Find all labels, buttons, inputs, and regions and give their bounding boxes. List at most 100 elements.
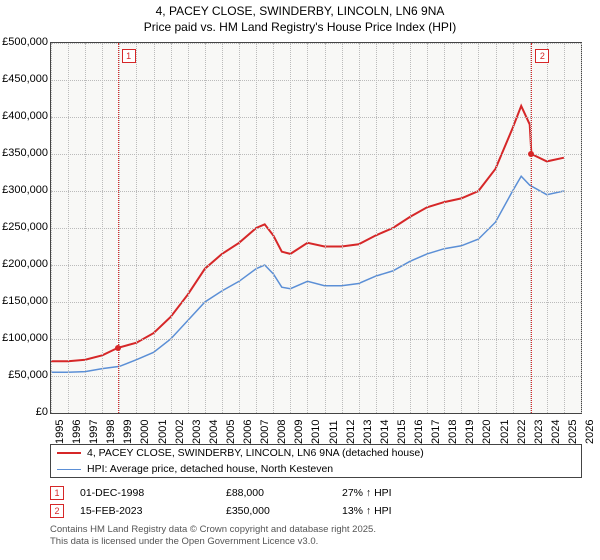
marker-box: 1 <box>122 49 136 63</box>
gridline-v <box>393 43 394 413</box>
transactions-table: 101-DEC-1998£88,00027% ↑ HPI215-FEB-2023… <box>50 484 580 520</box>
xtick-label: 2007 <box>259 420 271 444</box>
gridline-v <box>547 43 548 413</box>
plot-area: 12 <box>50 42 582 414</box>
xtick-label: 1999 <box>122 420 134 444</box>
xtick-label: 2017 <box>430 420 442 444</box>
xtick-label: 2000 <box>139 420 151 444</box>
legend-swatch <box>57 469 81 470</box>
gridline-v <box>188 43 189 413</box>
ytick-label: £450,000 <box>2 73 48 85</box>
gridline-v <box>239 43 240 413</box>
gridline-v <box>513 43 514 413</box>
attribution-line1: Contains HM Land Registry data © Crown c… <box>50 524 580 536</box>
chart-container: 4, PACEY CLOSE, SWINDERBY, LINCOLN, LN6 … <box>0 0 600 560</box>
gridline-v <box>478 43 479 413</box>
ytick-label: £400,000 <box>2 110 48 122</box>
xtick-label: 2025 <box>567 420 579 444</box>
marker-dot <box>115 345 121 351</box>
gridline-v <box>68 43 69 413</box>
transaction-hpi: 13% ↑ HPI <box>342 505 462 517</box>
xtick-label: 2013 <box>362 420 374 444</box>
transaction-marker: 1 <box>50 486 64 500</box>
gridline-h <box>51 265 581 266</box>
xtick-label: 2011 <box>328 420 340 444</box>
gridline-v <box>136 43 137 413</box>
xtick-label: 2005 <box>225 420 237 444</box>
xtick-label: 2006 <box>242 420 254 444</box>
gridline-h <box>51 376 581 377</box>
ytick-label: £100,000 <box>2 332 48 344</box>
xtick-label: 2024 <box>550 420 562 444</box>
gridline-h <box>51 154 581 155</box>
gridline-v <box>461 43 462 413</box>
gridline-v <box>102 43 103 413</box>
gridline-h <box>51 43 581 44</box>
ytick-label: £350,000 <box>2 147 48 159</box>
gridline-v <box>376 43 377 413</box>
transaction-price: £350,000 <box>226 505 326 517</box>
gridline-v <box>581 43 582 413</box>
ytick-label: £500,000 <box>2 36 48 48</box>
legend: 4, PACEY CLOSE, SWINDERBY, LINCOLN, LN6 … <box>50 444 582 478</box>
transaction-date: 01-DEC-1998 <box>80 487 210 499</box>
legend-row: HPI: Average price, detached house, Nort… <box>51 461 581 477</box>
xtick-label: 1995 <box>54 420 66 444</box>
xtick-label: 2014 <box>379 420 391 444</box>
transaction-hpi: 27% ↑ HPI <box>342 487 462 499</box>
gridline-v <box>496 43 497 413</box>
legend-row: 4, PACEY CLOSE, SWINDERBY, LINCOLN, LN6 … <box>51 445 581 461</box>
gridline-v <box>51 43 52 413</box>
ytick-label: £50,000 <box>8 369 48 381</box>
xtick-label: 2018 <box>447 420 459 444</box>
title-line2: Price paid vs. HM Land Registry's House … <box>0 20 600 36</box>
xtick-label: 2002 <box>174 420 186 444</box>
gridline-v <box>273 43 274 413</box>
transaction-row: 2 15-FEB-2023 £350,000 13% ↑ HPI <box>50 502 580 520</box>
xtick-label: 2021 <box>499 420 511 444</box>
ytick-label: £250,000 <box>2 221 48 233</box>
xtick-label: 2012 <box>345 420 357 444</box>
gridline-v <box>205 43 206 413</box>
transaction-date: 15-FEB-2023 <box>80 505 210 517</box>
ytick-label: £150,000 <box>2 295 48 307</box>
gridline-v <box>342 43 343 413</box>
xtick-label: 2009 <box>293 420 305 444</box>
gridline-v <box>444 43 445 413</box>
xtick-label: 1998 <box>105 420 117 444</box>
gridline-h <box>51 339 581 340</box>
legend-label: 4, PACEY CLOSE, SWINDERBY, LINCOLN, LN6 … <box>87 447 424 459</box>
gridline-v <box>154 43 155 413</box>
xtick-label: 2020 <box>481 420 493 444</box>
legend-label: HPI: Average price, detached house, Nort… <box>87 463 333 475</box>
gridline-v <box>85 43 86 413</box>
marker-dot <box>528 151 534 157</box>
xtick-label: 2026 <box>584 420 596 444</box>
gridline-h <box>51 191 581 192</box>
xtick-label: 2010 <box>310 420 322 444</box>
title-line1: 4, PACEY CLOSE, SWINDERBY, LINCOLN, LN6 … <box>0 4 600 20</box>
legend-swatch <box>57 452 81 454</box>
xtick-label: 2004 <box>208 420 220 444</box>
transaction-row: 101-DEC-1998£88,00027% ↑ HPI <box>50 484 580 502</box>
gridline-h <box>51 228 581 229</box>
xtick-label: 2001 <box>157 420 169 444</box>
xtick-label: 2008 <box>276 420 288 444</box>
xtick-label: 1997 <box>88 420 100 444</box>
gridline-v <box>307 43 308 413</box>
gridline-v <box>256 43 257 413</box>
xtick-label: 2023 <box>533 420 545 444</box>
xtick-label: 2016 <box>413 420 425 444</box>
gridline-v <box>290 43 291 413</box>
gridline-h <box>51 80 581 81</box>
ytick-label: £200,000 <box>2 258 48 270</box>
gridline-v <box>171 43 172 413</box>
marker-line <box>531 43 532 413</box>
gridline-h <box>51 302 581 303</box>
gridline-v <box>410 43 411 413</box>
xtick-label: 2015 <box>396 420 408 444</box>
transaction-marker: 2 <box>50 504 64 518</box>
ytick-label: £0 <box>36 406 48 418</box>
gridline-v <box>222 43 223 413</box>
gridline-v <box>359 43 360 413</box>
